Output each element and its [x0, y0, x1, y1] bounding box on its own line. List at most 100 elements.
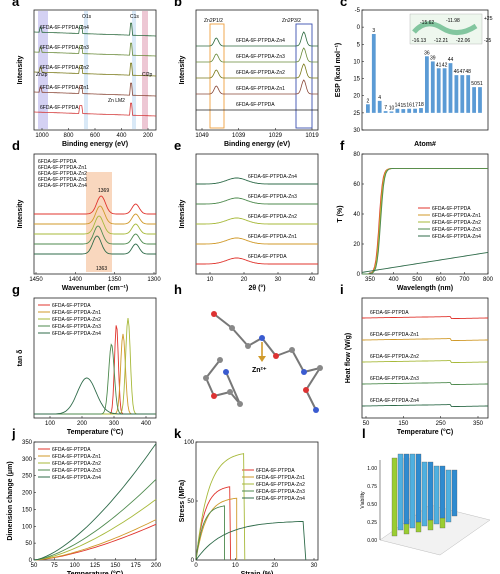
- series-label: 6FDA-6F-PTPDA: [248, 254, 287, 260]
- axes-frame: [195, 153, 319, 275]
- annotation: O1s: [82, 14, 92, 20]
- bar-3d: [451, 469, 458, 517]
- y-tick-label: 50: [25, 541, 32, 547]
- atom: [229, 325, 235, 331]
- x-tick-label: 1039: [232, 133, 246, 139]
- legend-label: 6FDA-6F-PTPDA-Zn1: [52, 310, 101, 316]
- atom: [237, 401, 243, 407]
- highlight-band: [38, 11, 48, 129]
- bar-label: 10: [389, 105, 395, 111]
- x-tick-label: 100: [45, 421, 56, 427]
- colorbar-max: +25: [484, 16, 493, 22]
- bar-label: 42: [442, 62, 448, 68]
- series-label: 6FDA-6F-PTPDA-Zn2: [40, 65, 89, 71]
- series-label: 6FDA-6F-PTPDA-Zn3: [248, 194, 297, 200]
- x-axis-label: Wavelength (nm): [397, 285, 453, 292]
- panel-letter: j: [11, 426, 16, 441]
- dsc-line: [362, 382, 488, 386]
- y-axis-label: Dimension change (μm): [7, 461, 14, 540]
- panel-letter: b: [174, 0, 182, 9]
- stress-strain-line: [195, 453, 246, 561]
- series-label: 6FDA-6F-PTPDA-Zn2: [248, 214, 297, 220]
- bar-label: 51: [477, 81, 483, 87]
- x-tick-label: 175: [131, 563, 142, 569]
- x-tick-label: 10: [232, 563, 239, 569]
- bar-label: 47: [460, 69, 466, 75]
- bar-3d: [421, 461, 428, 527]
- y-tick-label: 30: [353, 128, 360, 134]
- y-axis-label: Stress (MPa): [179, 480, 186, 522]
- bar: [454, 75, 459, 113]
- y-tick-label: 200: [22, 491, 33, 497]
- x-axis-label: Atom#: [414, 141, 436, 148]
- stress-strain-line: [195, 497, 238, 561]
- x-tick-label: 500: [412, 277, 423, 283]
- arrow-head: [258, 356, 266, 362]
- x-tick-label: 1000: [35, 133, 49, 139]
- panel-a: a Binding energy (eV) Intensity 6FDA-6F-PTP…: [12, 0, 157, 148]
- bar-label: 14: [395, 103, 401, 109]
- annotation: 1363: [96, 266, 107, 272]
- series-label: 6FDA-6F-PTPDA-Zn1: [370, 332, 419, 338]
- xrd-line: [196, 177, 318, 185]
- x-tick-label: 1300: [147, 277, 161, 283]
- axes-frame: [33, 297, 157, 419]
- y-tick-label: 100: [22, 524, 33, 530]
- bar-3d: [439, 517, 446, 529]
- x-tick-label: 800: [63, 133, 74, 139]
- panel-letter: h: [174, 282, 182, 297]
- bar-label: 16: [406, 103, 412, 109]
- x-tick-label: 1350: [108, 277, 122, 283]
- zn-label: Zn²⁺: [252, 367, 267, 374]
- y-tick-label: 0.25: [367, 520, 377, 526]
- bar-3d: [433, 465, 440, 525]
- bar: [407, 108, 412, 113]
- legend-label: 6FDA-6F-PTPDA-Zn3: [256, 489, 305, 495]
- series-label: 6FDA-6F-PTPDA-Zn1: [248, 234, 297, 240]
- y-tick-label: 25: [353, 111, 360, 117]
- legend-label: 6FDA-6F-PTPDA-Zn3: [432, 227, 481, 233]
- annotation: Zn2P3/2: [282, 18, 301, 24]
- panel-letter: g: [12, 282, 20, 297]
- bar: [413, 108, 417, 113]
- x-tick-label: 200: [77, 421, 88, 427]
- y-tick-label: -5: [355, 8, 361, 14]
- x-tick-label: 1450: [29, 277, 43, 283]
- bar-label: 18: [418, 102, 424, 108]
- annotation: Zn2p: [36, 72, 48, 78]
- xps-survey-line: [34, 42, 156, 57]
- atom: [289, 347, 295, 353]
- inset-value: -11.98: [446, 18, 460, 24]
- bar-label: 17: [412, 103, 418, 109]
- axes-frame: [361, 297, 489, 419]
- atom: [223, 369, 229, 375]
- x-tick-label: 125: [90, 563, 101, 569]
- x-tick-label: 100: [70, 563, 81, 569]
- bar: [460, 75, 465, 113]
- atom: [301, 369, 307, 375]
- legend-label: 6FDA-6F-PTPDA-Zn1: [432, 213, 481, 219]
- series-label: 6FDA-6F-PTPDA: [236, 102, 275, 108]
- x-tick-label: 150: [398, 421, 409, 427]
- legend-label: 6FDA-6F-PTPDA-Zn3: [38, 177, 87, 183]
- panel-letter: i: [340, 282, 344, 297]
- x-tick-label: 1029: [269, 133, 283, 139]
- atom: [259, 335, 265, 341]
- atom: [227, 389, 233, 395]
- legend-label: 6FDA-6F-PTPDA: [52, 303, 91, 309]
- xps-survey-line: [34, 62, 156, 77]
- x-tick-label: 400: [116, 133, 127, 139]
- bar-3d: [409, 453, 416, 529]
- x-tick-label: 700: [459, 277, 470, 283]
- bar-label: 39: [430, 55, 436, 61]
- series-label: 6FDA-6F-PTPDA-Zn2: [370, 354, 419, 360]
- y-axis-label: T (%): [337, 205, 344, 222]
- legend-label: 6FDA-6F-PTPDA-Zn2: [52, 461, 101, 467]
- bond: [305, 367, 321, 391]
- dimension-line: [33, 499, 157, 561]
- y-tick-label: 0.75: [367, 484, 377, 490]
- axes-frame: [195, 9, 319, 131]
- panel-k: kStrain (%)Stress (MPa)0501006FDA-6F-PTP…: [174, 426, 319, 574]
- panel-letter: d: [12, 138, 20, 153]
